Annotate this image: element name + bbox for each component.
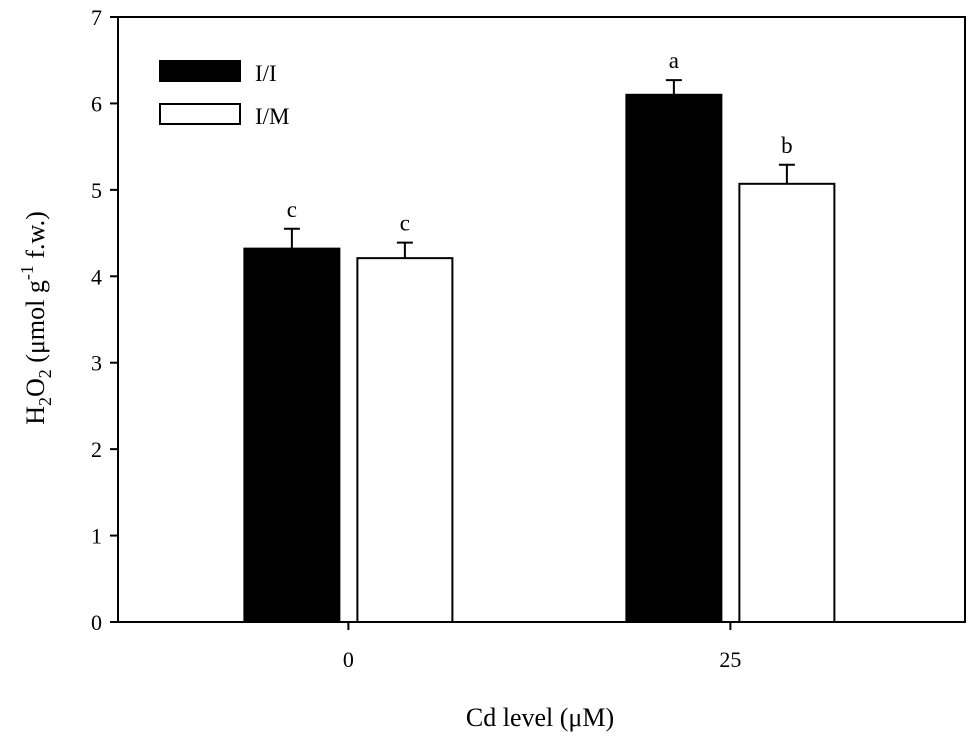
x-tick-label: 0: [343, 647, 354, 672]
significance-letter: c: [400, 211, 410, 236]
significance-letter: b: [781, 133, 793, 158]
y-axis-title: H2O2 (μmol g-1 f.w.): [17, 211, 55, 425]
y-tick-label: 5: [91, 178, 102, 203]
x-tick-label: 25: [719, 647, 741, 672]
y-tick-label: 3: [91, 351, 102, 376]
bar-i-m-0: [356, 257, 454, 623]
legend-label-series-1: I/I: [255, 61, 277, 86]
legend: I/I I/M: [159, 60, 290, 129]
plot-frame: [117, 16, 966, 623]
x-axis-title: Cd level (μM): [466, 703, 614, 732]
legend-swatch-series-2: [159, 103, 241, 125]
y-tick-label: 1: [91, 524, 102, 549]
legend-label-series-2: I/M: [255, 104, 290, 129]
significance-letter: c: [287, 197, 297, 222]
y-tick-label: 7: [91, 5, 102, 30]
significance-letter: a: [669, 48, 679, 73]
y-tick-label: 4: [91, 264, 102, 289]
y-tick-label: 2: [91, 437, 102, 462]
y-tick-label: 0: [91, 610, 102, 635]
legend-swatch-series-1: [159, 60, 241, 82]
bar-i-m-25: [738, 182, 836, 624]
y-tick-label: 6: [91, 91, 102, 116]
bar-i-i-0: [243, 247, 341, 623]
bar-i-i-25: [625, 93, 723, 624]
